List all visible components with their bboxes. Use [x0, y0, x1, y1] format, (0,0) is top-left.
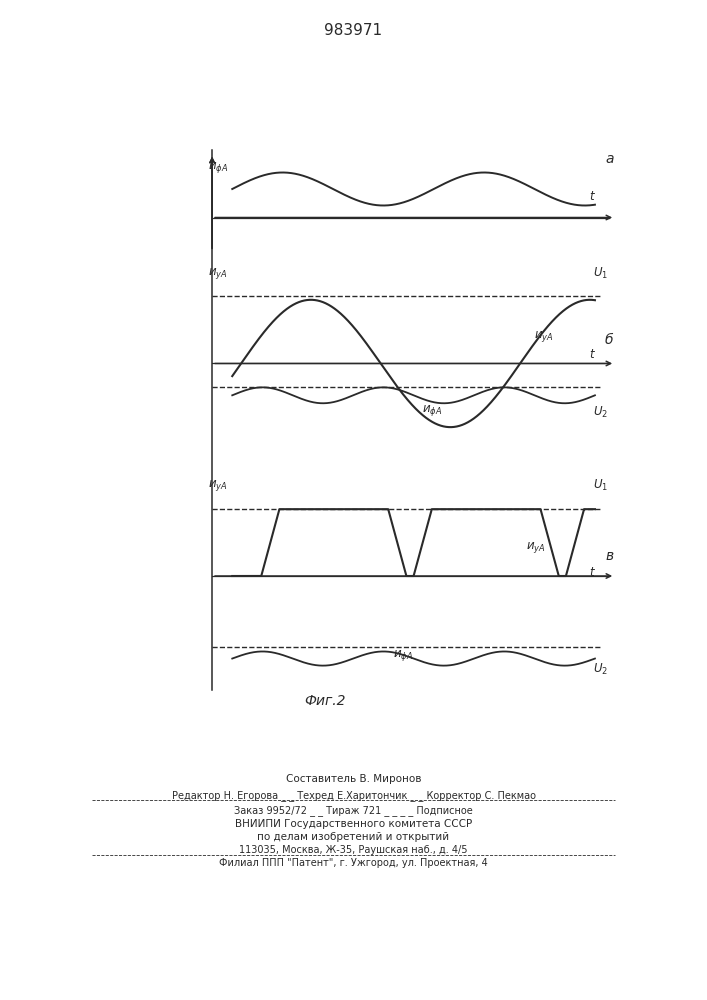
Text: $и_{уА}$: $и_{уА}$ — [208, 478, 228, 493]
Text: 113035, Москва, Ж-35, Раушская наб., д. 4/5: 113035, Москва, Ж-35, Раушская наб., д. … — [239, 845, 468, 855]
Text: $U_2$: $U_2$ — [593, 405, 608, 420]
Text: Филиал ППП "Патент", г. Ужгород, ул. Проектная, 4: Филиал ППП "Патент", г. Ужгород, ул. Про… — [219, 858, 488, 868]
Text: по делам изобретений и открытий: по делам изобретений и открытий — [257, 832, 450, 842]
Text: $и_{\phi A}$: $и_{\phi A}$ — [393, 648, 414, 663]
Text: Заказ 9952/72 _ _ Тираж 721 _ _ _ _ Подписное: Заказ 9952/72 _ _ Тираж 721 _ _ _ _ Подп… — [234, 805, 473, 816]
Text: Фиг.2: Фиг.2 — [305, 694, 346, 708]
Text: Редактор Н. Егорова _ _ Техред Е.Харитончик _ _ Корректор С. Пекмао: Редактор Н. Егорова _ _ Техред Е.Харитон… — [172, 790, 535, 801]
Text: в: в — [605, 549, 613, 563]
Text: a: a — [605, 152, 614, 166]
Text: б: б — [605, 333, 614, 347]
Text: $и_{уА}$: $и_{уА}$ — [527, 540, 546, 555]
Text: t: t — [589, 566, 593, 579]
Text: $и_{\phi A}$: $и_{\phi A}$ — [208, 160, 228, 176]
Text: t: t — [589, 190, 593, 203]
Text: $и_{уА}$: $и_{уА}$ — [534, 329, 554, 344]
Text: ВНИИПИ Государственного комитета СССР: ВНИИПИ Государственного комитета СССР — [235, 819, 472, 829]
Text: Составитель В. Миронов: Составитель В. Миронов — [286, 774, 421, 784]
Text: $и_{\phi A}$: $и_{\phi A}$ — [421, 403, 442, 418]
Text: $U_1$: $U_1$ — [593, 478, 608, 493]
Text: 983971: 983971 — [325, 23, 382, 38]
Text: t: t — [589, 348, 593, 360]
Text: $U_2$: $U_2$ — [593, 662, 608, 677]
Text: $U_1$: $U_1$ — [593, 266, 608, 281]
Text: $и_{уА}$: $и_{уА}$ — [208, 266, 228, 281]
